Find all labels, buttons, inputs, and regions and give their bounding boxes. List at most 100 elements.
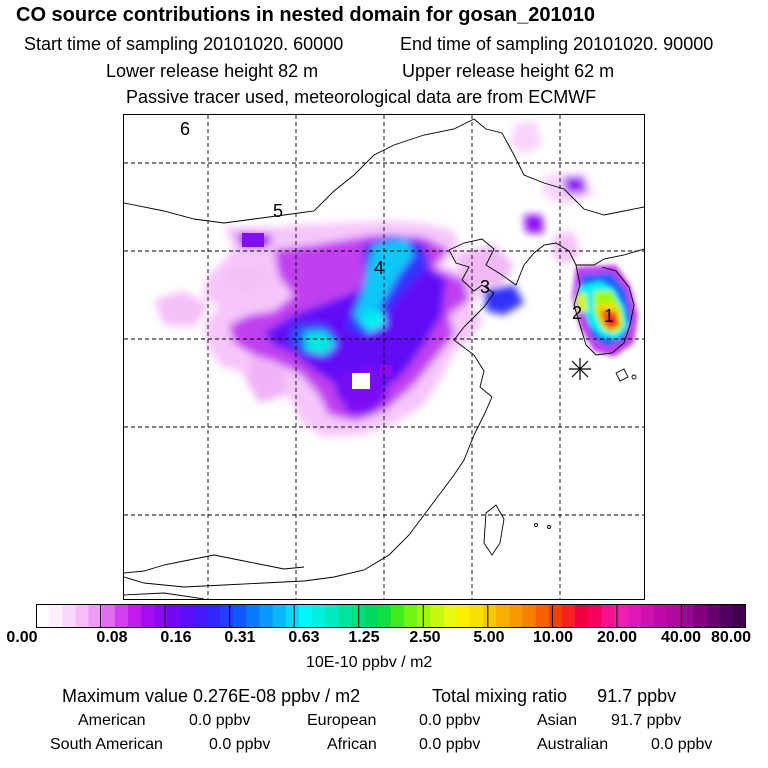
- colorbar-swatch: [154, 604, 169, 628]
- colorbar-swatch: [88, 604, 103, 628]
- colorbar-swatch: [614, 604, 629, 628]
- total-value: 91.7 ppbv: [597, 686, 677, 706]
- region-value: 0.0 ppbv: [189, 712, 251, 729]
- colorbar-swatch: [693, 604, 708, 628]
- colorbar-swatch: [101, 604, 116, 628]
- map-label-3: 3: [480, 277, 491, 297]
- colorbar-swatch: [114, 604, 129, 628]
- region-value: 91.7 ppbv: [611, 712, 682, 729]
- colorbar-tick: 0.16: [160, 629, 192, 646]
- colorbar-swatch: [706, 604, 721, 628]
- tracer-note: Passive tracer used, meteorological data…: [126, 87, 597, 107]
- total-mixing-ratio: Total mixing ratio 91.7 ppbv: [432, 686, 676, 707]
- region-value: 0.0 ppbv: [419, 712, 481, 729]
- colorbar-swatch: [128, 604, 142, 628]
- colorbar-swatch: [535, 604, 550, 628]
- colorbar-swatch: [180, 604, 195, 628]
- colorbar-swatch: [62, 604, 77, 628]
- colorbar-swatch: [193, 604, 208, 628]
- colorbar-swatch: [469, 604, 484, 628]
- colorbar-tick: 40.00: [660, 629, 702, 646]
- start-time-label: Start time of sampling 20101020. 60000: [24, 34, 344, 54]
- map-label-4: 4: [374, 258, 385, 278]
- colorbar-swatch: [680, 604, 695, 628]
- colorbar-swatch: [233, 604, 247, 628]
- colorbar-swatch: [404, 604, 418, 628]
- colorbar-swatch: [338, 604, 353, 628]
- plot-title: CO source contributions in nested domain…: [16, 4, 596, 26]
- map-label-1: 1: [604, 306, 615, 326]
- colorbar-swatch: [417, 604, 432, 628]
- colorbar-swatch: [312, 604, 326, 628]
- colorbar-tick: 5.00: [473, 629, 505, 646]
- region-value: 0.0 ppbv: [419, 736, 481, 753]
- colorbar-swatch: [298, 604, 313, 628]
- colorbar-swatch: [220, 604, 234, 628]
- upper-height-label: Upper release height 62 m: [402, 61, 615, 81]
- colorbar-swatch: [443, 604, 458, 628]
- end-time-label: End time of sampling 20101020. 90000: [400, 34, 714, 54]
- region-value: 0.0 ppbv: [651, 736, 713, 753]
- colorbar-swatch: [167, 604, 182, 628]
- colorbar-swatch: [548, 604, 563, 628]
- colorbar-swatch: [391, 604, 405, 628]
- colorbar-tick: 1.25: [348, 629, 380, 646]
- colorbar-tick: 2.50: [409, 629, 441, 646]
- colorbar-swatch: [259, 604, 274, 628]
- region-name: African: [327, 736, 377, 753]
- map-grid: [124, 115, 644, 599]
- colorbar-swatch: [456, 604, 471, 628]
- map-label-5: 5: [273, 201, 284, 221]
- coastlines: [124, 118, 644, 599]
- concentration-field: [154, 121, 638, 437]
- colorbar-swatch: [377, 604, 392, 628]
- colorbar: [36, 604, 746, 628]
- colorbar-tick: 0.31: [224, 629, 256, 646]
- colorbar-swatch: [246, 604, 261, 628]
- colorbar-swatch: [601, 604, 616, 628]
- region-name: South American: [50, 736, 163, 753]
- colorbar-swatch: [522, 604, 537, 628]
- colorbar-swatch: [732, 604, 746, 628]
- colorbar-swatch: [483, 604, 497, 628]
- map-panel: 6 5 4 3 2 1: [123, 114, 645, 600]
- colorbar-tick: 0.00: [6, 629, 38, 646]
- colorbar-swatch: [561, 604, 576, 628]
- colorbar-swatch: [653, 604, 668, 628]
- colorbar-swatch: [627, 604, 642, 628]
- colorbar-swatch: [49, 604, 63, 628]
- receptor-marker: [569, 358, 591, 380]
- colorbar-swatch: [588, 604, 602, 628]
- colorbar-border: [36, 604, 746, 628]
- colorbar-tick: 10.00: [532, 629, 574, 646]
- colorbar-swatch: [496, 604, 510, 628]
- colorbar-swatch: [719, 604, 734, 628]
- colorbar-swatch: [141, 604, 155, 628]
- region-name: European: [307, 712, 377, 729]
- map-svg: [124, 115, 644, 599]
- colorbar-swatch: [640, 604, 655, 628]
- total-label: Total mixing ratio: [432, 686, 568, 706]
- colorbar-swatch: [575, 604, 589, 628]
- colorbar-swatch: [364, 604, 379, 628]
- region-name: American: [78, 712, 146, 729]
- region-value: 0.0 ppbv: [209, 736, 271, 753]
- colorbar-units: 10E-10 ppbv / m2: [306, 654, 433, 671]
- region-name: Australian: [537, 736, 609, 753]
- colorbar-swatch: [509, 604, 524, 628]
- colorbar-swatch: [206, 604, 221, 628]
- colorbar-swatch: [667, 604, 681, 628]
- colorbar-tick: 20.00: [596, 629, 638, 646]
- colorbar-swatch: [36, 604, 50, 628]
- colorbar-tick: 0.63: [288, 629, 320, 646]
- map-label-2: 2: [572, 303, 583, 323]
- colorbar-swatch: [75, 604, 90, 628]
- colorbar-swatch: [272, 604, 287, 628]
- colorbar-swatch: [285, 604, 300, 628]
- colorbar-swatch: [430, 604, 445, 628]
- max-value-label: Maximum value 0.276E-08 ppbv / m2: [62, 686, 361, 706]
- colorbar-tick: 80.00: [710, 629, 752, 646]
- colorbar-swatch: [325, 604, 340, 628]
- region-name: Asian: [537, 712, 578, 729]
- colorbar-tick: 0.08: [96, 629, 128, 646]
